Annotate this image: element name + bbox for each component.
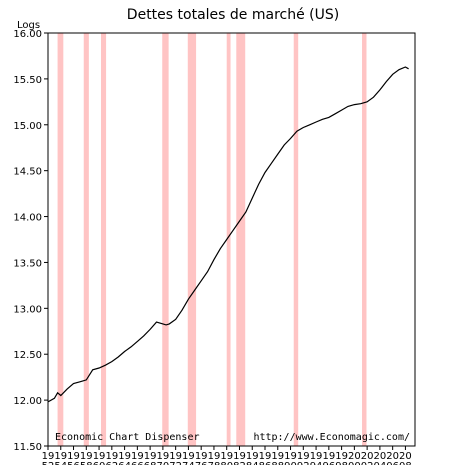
x-tick-label-year: 56 bbox=[67, 461, 80, 465]
x-tick-label-year: 68 bbox=[144, 461, 157, 465]
x-tick-label-year: 62 bbox=[105, 461, 118, 465]
x-tick-label-year: 54 bbox=[54, 461, 67, 465]
x-tick-label-year: 82 bbox=[233, 461, 246, 465]
x-tick-label-century: 19 bbox=[157, 451, 170, 462]
x-tick-label-year: 78 bbox=[208, 461, 221, 465]
x-tick-label-year: 00 bbox=[348, 461, 361, 465]
x-tick-label-century: 19 bbox=[297, 451, 310, 462]
x-tick-label-century: 19 bbox=[271, 451, 284, 462]
x-tick-label-century: 19 bbox=[310, 451, 323, 462]
x-tick-label-year: 74 bbox=[182, 461, 195, 465]
x-tick-label-year: 70 bbox=[157, 461, 170, 465]
annotation-url: http://www.Economagic.com/ bbox=[253, 432, 410, 443]
x-tick-label-year: 88 bbox=[271, 461, 284, 465]
x-tick-label-century: 19 bbox=[259, 451, 272, 462]
y-tick-label: 13.50 bbox=[13, 258, 42, 269]
x-tick-label-year: 72 bbox=[169, 461, 182, 465]
y-tick-label: 16.00 bbox=[13, 29, 42, 40]
x-tick-label-year: 06 bbox=[386, 461, 399, 465]
x-tick-label-century: 20 bbox=[374, 451, 387, 462]
x-tick-label-century: 19 bbox=[169, 451, 182, 462]
x-tick-label-century: 19 bbox=[144, 451, 157, 462]
x-tick-label-century: 19 bbox=[182, 451, 195, 462]
y-tick-label: 15.50 bbox=[13, 75, 42, 86]
x-tick-label-century: 19 bbox=[284, 451, 297, 462]
x-tick-label-year: 58 bbox=[80, 461, 93, 465]
y-tick-label: 15.00 bbox=[13, 121, 42, 132]
x-tick-label-year: 96 bbox=[322, 461, 335, 465]
x-tick-label-century: 19 bbox=[335, 451, 348, 462]
recession-band bbox=[226, 33, 231, 446]
plot-frame bbox=[47, 32, 416, 447]
x-tick-label-century: 19 bbox=[246, 451, 259, 462]
x-tick-label-year: 80 bbox=[220, 461, 233, 465]
x-tick-label-century: 19 bbox=[208, 451, 221, 462]
x-tick-label-year: 66 bbox=[131, 461, 144, 465]
recession-band bbox=[236, 33, 246, 446]
recession-bands bbox=[57, 33, 367, 446]
recession-band bbox=[187, 33, 197, 446]
y-tick-label: 13.00 bbox=[13, 304, 42, 315]
recession-band bbox=[293, 33, 299, 446]
recession-band bbox=[83, 33, 89, 446]
chart-title: Dettes totales de marché (US) bbox=[127, 7, 339, 23]
x-tick-label-century: 19 bbox=[67, 451, 80, 462]
x-tick-label-year: 94 bbox=[310, 461, 323, 465]
x-tick-label-century: 19 bbox=[118, 451, 131, 462]
x-tick-label-year: 86 bbox=[259, 461, 272, 465]
x-tick-label-century: 20 bbox=[361, 451, 374, 462]
x-tick-label-century: 19 bbox=[233, 451, 246, 462]
series-line bbox=[47, 66, 409, 403]
recession-band bbox=[100, 33, 107, 446]
x-tick-label-year: 98 bbox=[335, 461, 348, 465]
x-axis: 1952195419561958196019621964196619681970… bbox=[42, 446, 412, 465]
x-tick-label-year: 76 bbox=[195, 461, 208, 465]
x-tick-label-year: 52 bbox=[42, 461, 55, 465]
x-tick-label-century: 19 bbox=[220, 451, 233, 462]
x-tick-label-year: 04 bbox=[374, 461, 387, 465]
x-tick-label-year: 90 bbox=[284, 461, 297, 465]
x-tick-label-year: 08 bbox=[399, 461, 412, 465]
recession-band bbox=[57, 33, 64, 446]
x-tick-label-year: 92 bbox=[297, 461, 310, 465]
y-tick-label: 12.00 bbox=[13, 396, 42, 407]
x-tick-label-year: 64 bbox=[118, 461, 131, 465]
y-tick-label: 12.50 bbox=[13, 350, 42, 361]
x-tick-label-century: 20 bbox=[386, 451, 399, 462]
x-tick-label-century: 19 bbox=[131, 451, 144, 462]
x-tick-label-century: 19 bbox=[42, 451, 55, 462]
x-tick-label-year: 60 bbox=[93, 461, 106, 465]
x-tick-label-century: 20 bbox=[399, 451, 412, 462]
annotation-dispenser: Economic Chart Dispenser bbox=[55, 432, 200, 443]
x-tick-label-century: 19 bbox=[93, 451, 106, 462]
x-tick-label-century: 19 bbox=[80, 451, 93, 462]
x-tick-label-century: 19 bbox=[195, 451, 208, 462]
recession-band bbox=[362, 33, 367, 446]
recession-band bbox=[162, 33, 169, 446]
x-tick-label-century: 19 bbox=[54, 451, 67, 462]
y-tick-label: 14.00 bbox=[13, 213, 42, 224]
x-tick-label-century: 19 bbox=[105, 451, 118, 462]
x-tick-label-year: 84 bbox=[246, 461, 259, 465]
y-axis-label: Logs bbox=[17, 20, 40, 31]
y-tick-label: 14.50 bbox=[13, 167, 42, 178]
x-tick-label-century: 19 bbox=[322, 451, 335, 462]
x-tick-label-year: 02 bbox=[361, 461, 374, 465]
x-tick-label-century: 20 bbox=[348, 451, 361, 462]
y-axis: 16.00 15.50 15.00 14.50 14.00 13.50 13.00 12.50… bbox=[13, 29, 48, 453]
y-tick-label: 11.50 bbox=[13, 442, 42, 453]
